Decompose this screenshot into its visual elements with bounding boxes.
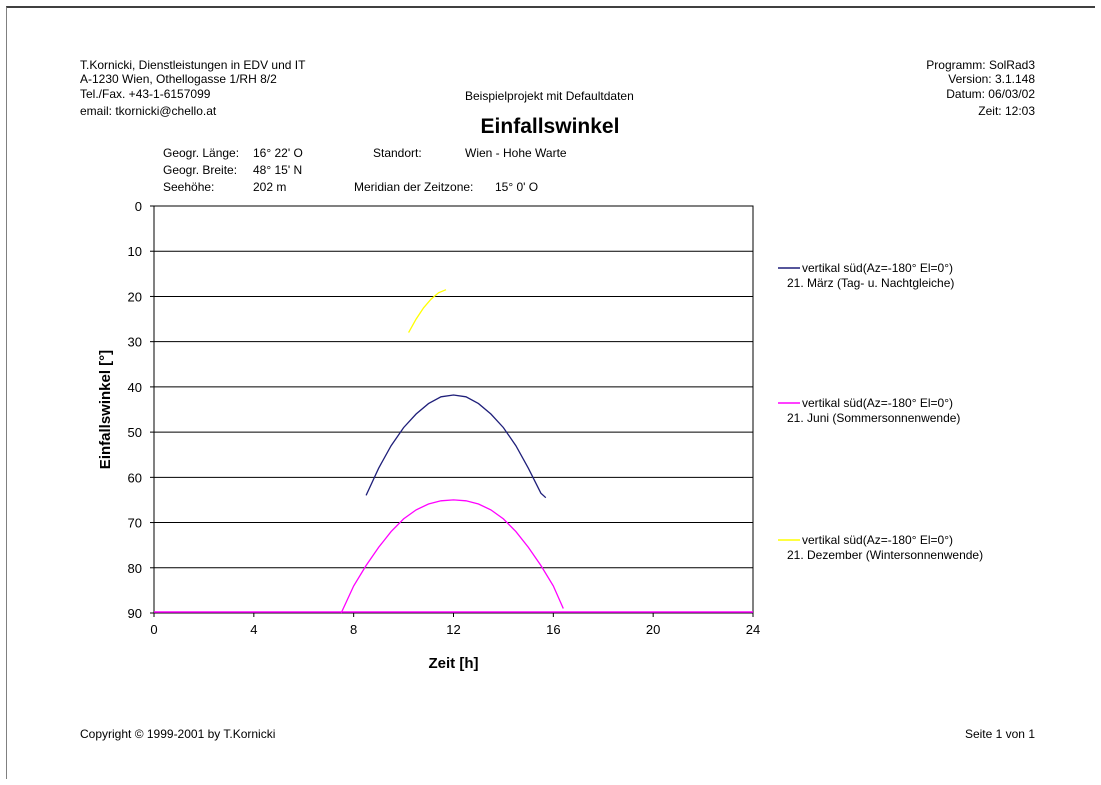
y-tick-label: 50 bbox=[128, 425, 142, 440]
page-frame bbox=[6, 6, 1095, 779]
legend-name-1: vertikal süd(Az=-180° El=0°) bbox=[802, 396, 953, 410]
y-tick-label: 20 bbox=[128, 289, 142, 304]
x-tick-label: 16 bbox=[546, 622, 560, 637]
plot-area bbox=[153, 205, 754, 614]
seehoehe-value: 202 m bbox=[253, 180, 287, 194]
program-line-2: Version: 3.1.148 bbox=[948, 72, 1035, 86]
page-title: Einfallswinkel bbox=[480, 115, 620, 138]
company-line-3: Tel./Fax. +43-1-6157099 bbox=[80, 87, 211, 101]
laenge-value: 16° 22' O bbox=[253, 146, 303, 160]
standort-label: Standort: bbox=[373, 146, 422, 160]
program-line-4: Zeit: 12:03 bbox=[978, 104, 1035, 118]
x-tick-label: 24 bbox=[746, 622, 760, 637]
program-line-3: Datum: 06/03/02 bbox=[946, 87, 1035, 101]
y-tick-label: 90 bbox=[128, 606, 142, 621]
y-tick-label: 40 bbox=[128, 380, 142, 395]
company-line-2: A-1230 Wien, Othellogasse 1/RH 8/2 bbox=[80, 72, 277, 86]
x-tick-label: 4 bbox=[250, 622, 257, 637]
breite-label: Geogr. Breite: bbox=[163, 163, 238, 177]
y-tick-label: 80 bbox=[128, 561, 142, 576]
seehoehe-label: Seehöhe: bbox=[163, 180, 215, 194]
series-2-line bbox=[408, 289, 447, 333]
x-tick-label: 12 bbox=[446, 622, 460, 637]
standort-value: Wien - Hohe Warte bbox=[465, 146, 567, 160]
x-tick-label: 0 bbox=[150, 622, 157, 637]
x-tick-label: 8 bbox=[350, 622, 357, 637]
breite-value: 48° 15' N bbox=[253, 163, 303, 177]
series-1-line bbox=[340, 499, 564, 614]
company-line-1: T.Kornicki, Dienstleistungen in EDV und … bbox=[80, 58, 306, 72]
company-line-4: email: tkornicki@chello.at bbox=[80, 104, 217, 118]
program-line-1: Programm: SolRad3 bbox=[926, 58, 1035, 72]
legend-subtitle-0: 21. März (Tag- u. Nachtgleiche) bbox=[787, 276, 954, 290]
x-tick-label: 20 bbox=[646, 622, 660, 637]
meridian-value: 15° 0' O bbox=[495, 180, 539, 194]
y-tick-label: 0 bbox=[135, 199, 142, 214]
y-tick-label: 60 bbox=[128, 470, 142, 485]
copyright: Copyright © 1999-2001 by T.Kornicki bbox=[80, 727, 276, 741]
meridian-label: Meridian der Zeitzone: bbox=[354, 180, 474, 194]
legend-subtitle-1: 21. Juni (Sommersonnenwende) bbox=[787, 411, 960, 425]
y-axis-title: Einfallswinkel [°] bbox=[97, 350, 114, 469]
y-tick-label: 10 bbox=[128, 244, 142, 259]
legend-subtitle-2: 21. Dezember (Wintersonnenwende) bbox=[787, 548, 983, 562]
y-tick-label: 30 bbox=[128, 335, 142, 350]
legend-name-0: vertikal süd(Az=-180° El=0°) bbox=[802, 261, 953, 275]
project-name: Beispielprojekt mit Defaultdaten bbox=[465, 89, 634, 103]
x-axis-title: Zeit [h] bbox=[429, 655, 479, 672]
y-tick-label: 70 bbox=[128, 516, 142, 531]
laenge-label: Geogr. Länge: bbox=[163, 146, 240, 160]
legend-name-2: vertikal süd(Az=-180° El=0°) bbox=[802, 533, 953, 547]
series-0-line bbox=[365, 394, 547, 499]
page-number: Seite 1 von 1 bbox=[964, 727, 1035, 741]
